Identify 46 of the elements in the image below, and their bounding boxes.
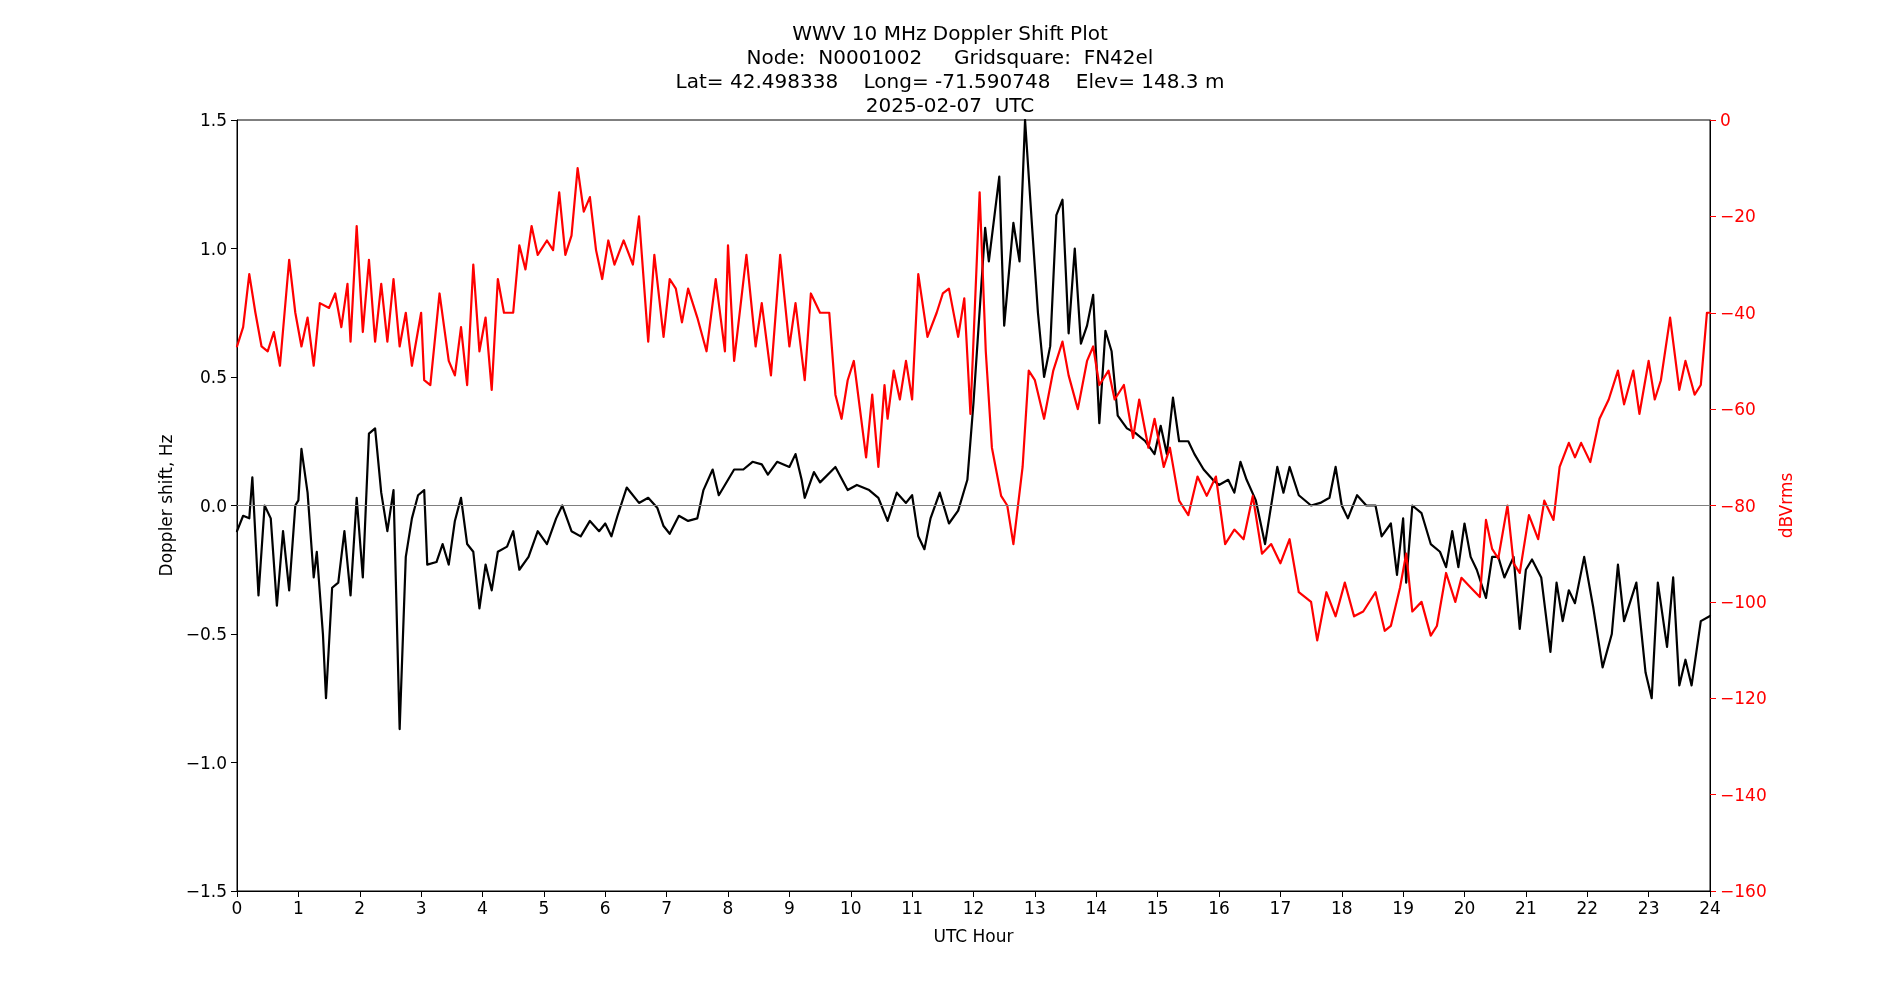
x-tick-label: 4 bbox=[477, 897, 488, 918]
y2-tick-label: −40 bbox=[1720, 302, 1756, 323]
y-axis-title: Doppler shift, Hz bbox=[156, 434, 177, 577]
y2-tick-label: −140 bbox=[1720, 784, 1767, 805]
x-tick-label: 2 bbox=[354, 897, 366, 918]
y-tick-label: 0.0 bbox=[199, 495, 227, 516]
x-tick-label: 0 bbox=[231, 897, 243, 918]
x-tick-label: 16 bbox=[1208, 897, 1230, 918]
x-tick-label: 13 bbox=[1024, 897, 1046, 918]
y2-tick-label: −100 bbox=[1720, 591, 1767, 612]
y-tick-label: 0.5 bbox=[199, 367, 227, 387]
x-tick-label: 7 bbox=[661, 897, 673, 918]
y-tick-label: −1.0 bbox=[185, 752, 227, 773]
x-tick-label: 23 bbox=[1637, 897, 1660, 918]
x-axis-title: UTC Hour bbox=[933, 925, 1014, 946]
y2-tick-label: −160 bbox=[1720, 881, 1767, 901]
x-tick-label: 1 bbox=[292, 897, 304, 918]
x-tick-label: 19 bbox=[1392, 897, 1414, 918]
y-tick-label: −0.5 bbox=[185, 624, 227, 644]
x-tick-label: 5 bbox=[538, 897, 550, 918]
x-tick-label: 6 bbox=[599, 897, 611, 918]
x-tick-label: 24 bbox=[1699, 897, 1721, 918]
y2-tick-label: 0 bbox=[1720, 110, 1731, 130]
chart-title: WWV 10 MHz Doppler Shift Plot bbox=[792, 21, 1108, 45]
x-tick-label: 12 bbox=[962, 897, 985, 918]
x-tick-label: 8 bbox=[722, 897, 734, 918]
x-tick-label: 17 bbox=[1269, 897, 1292, 918]
y2-axis-title: dBVrms bbox=[1776, 472, 1797, 539]
chart-subtitle: Node: N0001002 Gridsquare: FN42el Lat= 42.498338 Long= -71.590748 Elev= 148.3 m 2025-02-07 UTC bbox=[675, 45, 1225, 117]
x-tick-label: 10 bbox=[839, 897, 862, 918]
y2-tick-label: −20 bbox=[1720, 206, 1756, 227]
y-tick-label: −1.5 bbox=[185, 881, 227, 901]
y2-tick-label: −80 bbox=[1720, 495, 1756, 516]
y2-tick-label: −120 bbox=[1720, 688, 1767, 709]
x-tick-label: 20 bbox=[1453, 897, 1476, 918]
x-tick-label: 11 bbox=[901, 897, 923, 918]
y2-tick-label: −60 bbox=[1720, 399, 1756, 420]
y-tick-label: 1.0 bbox=[199, 238, 227, 259]
y-tick-label: 1.5 bbox=[199, 110, 227, 130]
x-tick-label: 22 bbox=[1576, 897, 1599, 918]
x-tick-label: 9 bbox=[783, 897, 795, 918]
x-tick-label: 21 bbox=[1515, 897, 1537, 918]
x-tick-label: 15 bbox=[1146, 897, 1169, 918]
x-tick-label: 14 bbox=[1085, 897, 1108, 918]
x-tick-label: 3 bbox=[415, 897, 427, 918]
x-tick-label: 18 bbox=[1330, 897, 1353, 918]
